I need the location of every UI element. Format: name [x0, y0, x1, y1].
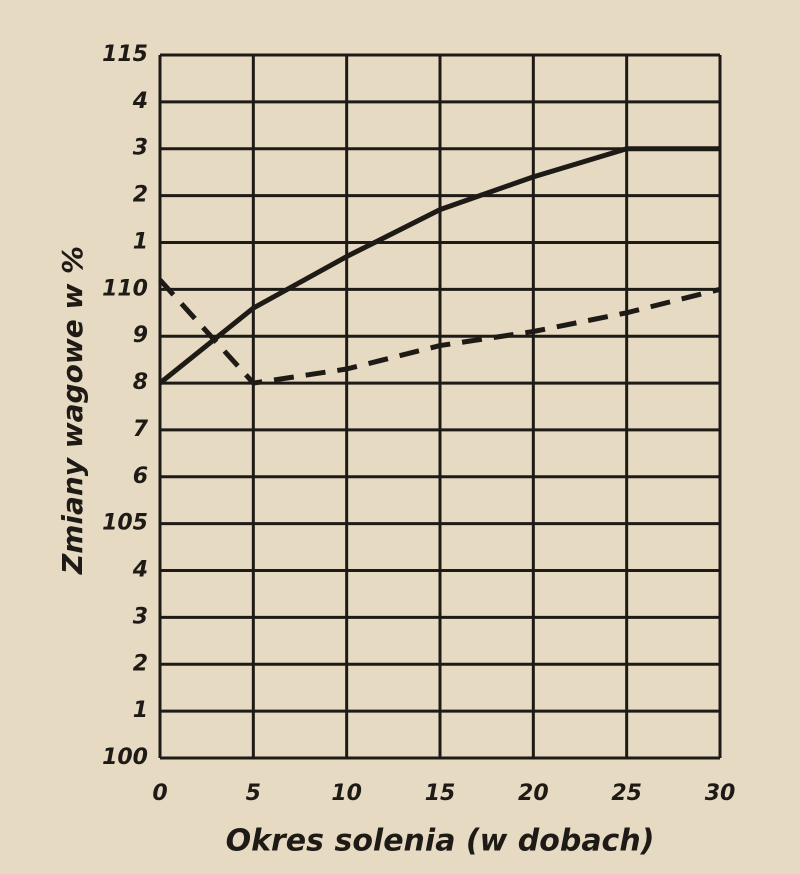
data-line [158, 146, 720, 386]
y-axis-label: Zmiany wagowe w % [56, 246, 89, 575]
y-tick-label: 2 [133, 651, 148, 676]
y-tick-label: 105 [102, 511, 148, 536]
y-tick-label: 115 [102, 42, 148, 67]
data-line [158, 278, 721, 386]
x-tick-label: 25 [611, 781, 642, 806]
x-axis-label: Okres solenia (w dobach) [226, 824, 655, 859]
x-tick-label: 30 [705, 781, 736, 806]
y-tick-label: 4 [132, 558, 148, 583]
y-tick-label: 9 [133, 323, 148, 348]
x-tick-label: 10 [331, 781, 362, 806]
y-tick-label: 1 [133, 229, 148, 254]
x-tick-label: 15 [425, 781, 456, 806]
y-tick-label: 110 [102, 276, 148, 301]
y-tick-label: 7 [133, 417, 149, 442]
x-tick-label: 0 [152, 781, 167, 806]
x-tick-label: 5 [246, 781, 261, 806]
y-tick-label: 4 [132, 89, 148, 114]
y-tick-label: 1 [133, 698, 148, 723]
y-tick-label: 8 [133, 370, 148, 395]
y-tick-label: 3 [133, 136, 148, 161]
y-tick-label: 100 [102, 745, 148, 770]
x-tick-label: 20 [518, 781, 549, 806]
y-tick-label: 6 [133, 464, 148, 489]
y-tick-label: 3 [133, 604, 148, 629]
y-tick-label: 2 [133, 183, 148, 208]
